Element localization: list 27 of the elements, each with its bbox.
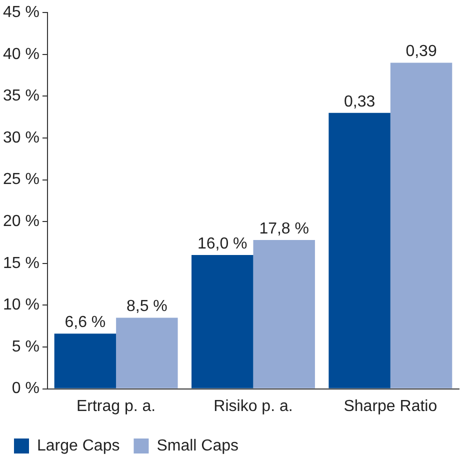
y-tick-label: 35 % (3, 88, 40, 105)
annotation: 0,39 (406, 43, 437, 60)
annotation: 0,33 (344, 93, 376, 110)
bar (192, 255, 254, 388)
data-label: 6,6 % (64, 314, 106, 332)
y-tick-label: 45 % (3, 4, 40, 22)
y-tick-label: 5 % (12, 338, 40, 356)
bar (54, 334, 116, 388)
data-label: 16,0 % (197, 235, 248, 252)
y-tick-label: 40 % (3, 46, 40, 63)
legend-label: Large Caps (37, 437, 120, 454)
x-tick-label: Risiko p. a. (214, 398, 293, 415)
bar (116, 318, 178, 388)
legend-label: Small Caps (156, 437, 239, 454)
y-tick-label: 0 % (12, 380, 40, 398)
bar (253, 240, 315, 388)
y-tick-label: 15 % (3, 254, 40, 272)
y-tick-label: 20 % (3, 213, 40, 230)
x-tick-label: Sharpe Ratio (344, 398, 438, 415)
x-tick-label: Ertrag p. a. (76, 398, 156, 415)
bar (328, 112, 390, 388)
data-label: 8,5 % (126, 298, 168, 316)
y-tick-label: 10 % (3, 296, 40, 314)
y-tick-label: 25 % (3, 171, 40, 188)
data-label: 17,8 % (259, 220, 310, 238)
y-tick-label: 30 % (3, 129, 40, 146)
bar (390, 62, 452, 388)
